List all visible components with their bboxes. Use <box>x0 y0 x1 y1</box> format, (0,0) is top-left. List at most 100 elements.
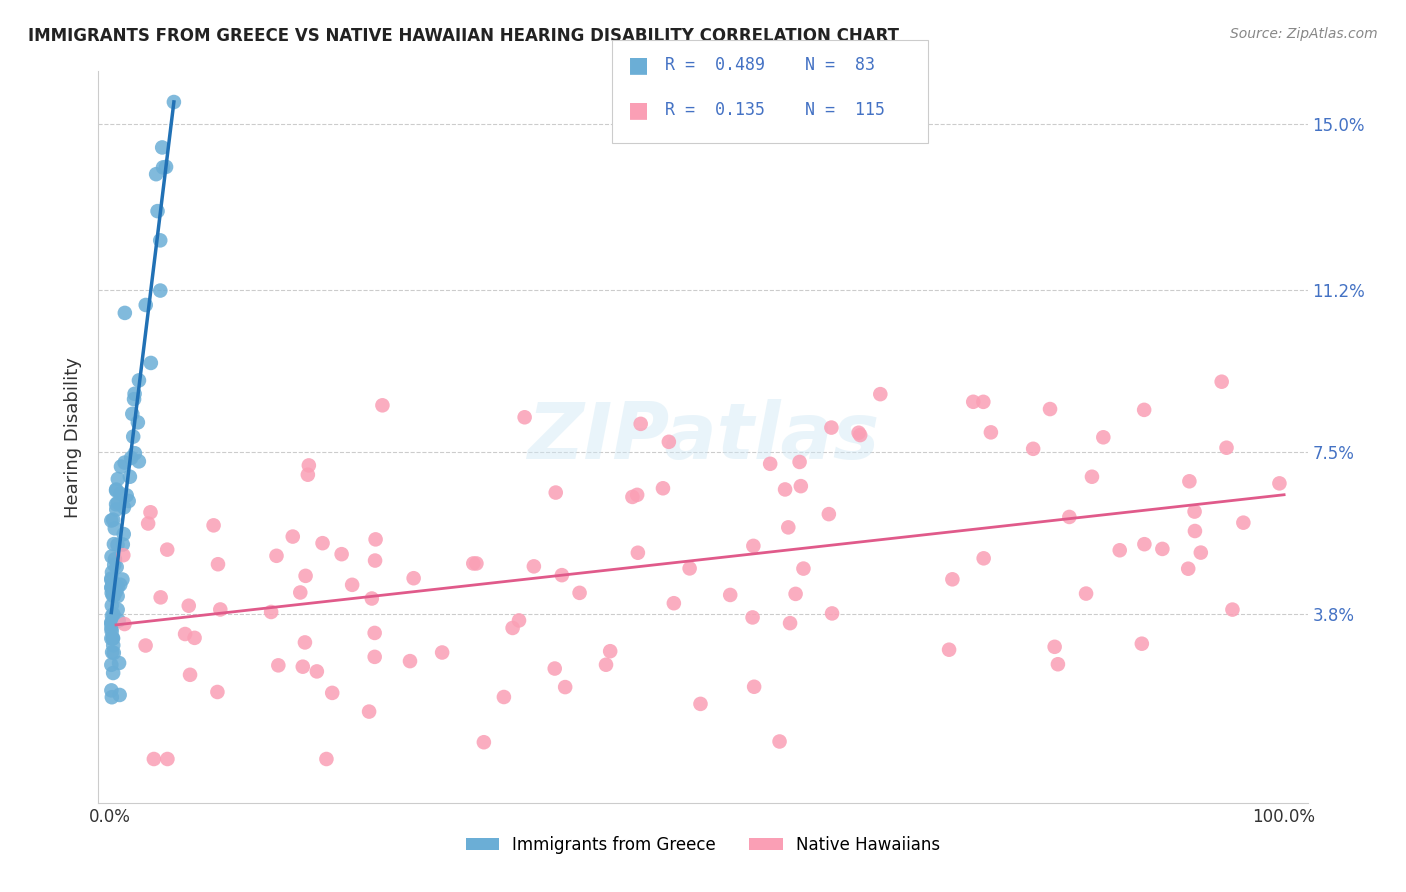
Point <box>101 513 124 527</box>
Point <box>1232 516 1254 530</box>
Point <box>101 585 124 599</box>
Point <box>972 395 994 409</box>
Point <box>112 500 135 515</box>
Point <box>128 373 150 387</box>
Point <box>128 454 150 468</box>
Point <box>145 167 167 181</box>
Point <box>1092 430 1115 444</box>
Point <box>139 356 162 370</box>
Point <box>100 549 122 564</box>
Point <box>122 392 145 407</box>
Point <box>266 549 288 563</box>
Text: ■: ■ <box>628 55 650 75</box>
Y-axis label: Hearing Disability: Hearing Disability <box>65 357 83 517</box>
Point <box>101 645 124 659</box>
Point <box>281 530 304 544</box>
Point <box>627 546 650 560</box>
Point <box>121 407 143 421</box>
Point <box>155 160 177 174</box>
Point <box>101 608 124 623</box>
Point <box>1222 602 1244 616</box>
Text: IMMIGRANTS FROM GREECE VS NATIVE HAWAIIAN HEARING DISABILITY CORRELATION CHART: IMMIGRANTS FROM GREECE VS NATIVE HAWAIIA… <box>28 27 898 45</box>
Point <box>149 284 172 298</box>
Point <box>662 596 685 610</box>
Point <box>107 602 129 616</box>
Point <box>621 490 644 504</box>
Point <box>1081 469 1104 483</box>
Point <box>513 410 536 425</box>
Point <box>463 557 485 571</box>
Point <box>820 420 842 434</box>
Point <box>146 204 169 219</box>
Point <box>294 635 316 649</box>
Point <box>101 577 124 591</box>
Point <box>183 631 205 645</box>
Point <box>789 455 811 469</box>
Text: R =  0.489    N =  83: R = 0.489 N = 83 <box>665 56 875 74</box>
Point <box>678 561 700 575</box>
Text: R =  0.135    N =  115: R = 0.135 N = 115 <box>665 101 884 119</box>
Point <box>311 536 333 550</box>
Point <box>103 558 125 572</box>
Point <box>849 428 872 442</box>
Point <box>779 616 801 631</box>
Legend: Immigrants from Greece, Native Hawaiians: Immigrants from Greece, Native Hawaiians <box>460 829 946 860</box>
Point <box>104 521 127 535</box>
Point <box>1022 442 1045 456</box>
Point <box>742 539 765 553</box>
Point <box>626 488 648 502</box>
Point <box>107 580 129 594</box>
Point <box>742 680 765 694</box>
Point <box>778 520 800 534</box>
Point <box>544 661 567 675</box>
Point <box>554 680 576 694</box>
Point <box>100 586 122 600</box>
Point <box>104 582 127 597</box>
Point <box>315 752 337 766</box>
Point <box>1133 402 1156 417</box>
Point <box>1130 637 1153 651</box>
Point <box>100 581 122 595</box>
Point <box>599 644 621 658</box>
Point <box>792 561 814 575</box>
Point <box>508 614 530 628</box>
Point <box>321 686 343 700</box>
Point <box>139 505 162 519</box>
Point <box>179 668 201 682</box>
Point <box>114 456 136 470</box>
Point <box>363 626 385 640</box>
Point <box>105 497 128 511</box>
Point <box>502 621 524 635</box>
Point <box>112 548 135 562</box>
Point <box>359 705 381 719</box>
Point <box>110 486 132 500</box>
Text: Source: ZipAtlas.com: Source: ZipAtlas.com <box>1230 27 1378 41</box>
Point <box>105 560 128 574</box>
Point <box>108 656 131 670</box>
Point <box>1184 505 1206 519</box>
Point <box>980 425 1002 440</box>
Point <box>142 752 165 766</box>
Point <box>768 734 790 748</box>
Point <box>177 599 200 613</box>
Point <box>118 494 141 508</box>
Point <box>110 577 132 591</box>
Point <box>399 654 422 668</box>
Point <box>149 591 172 605</box>
Point <box>110 459 132 474</box>
Point <box>107 589 129 603</box>
Point <box>1189 546 1212 560</box>
Point <box>658 434 681 449</box>
Point <box>290 585 312 599</box>
Point <box>100 621 122 635</box>
Point <box>100 683 122 698</box>
Text: ■: ■ <box>628 100 650 120</box>
Point <box>818 507 841 521</box>
Point <box>430 645 453 659</box>
Point <box>115 488 138 502</box>
Point <box>305 665 328 679</box>
Point <box>364 533 387 547</box>
Point <box>297 467 319 482</box>
Point <box>100 616 122 631</box>
Point <box>595 657 617 672</box>
